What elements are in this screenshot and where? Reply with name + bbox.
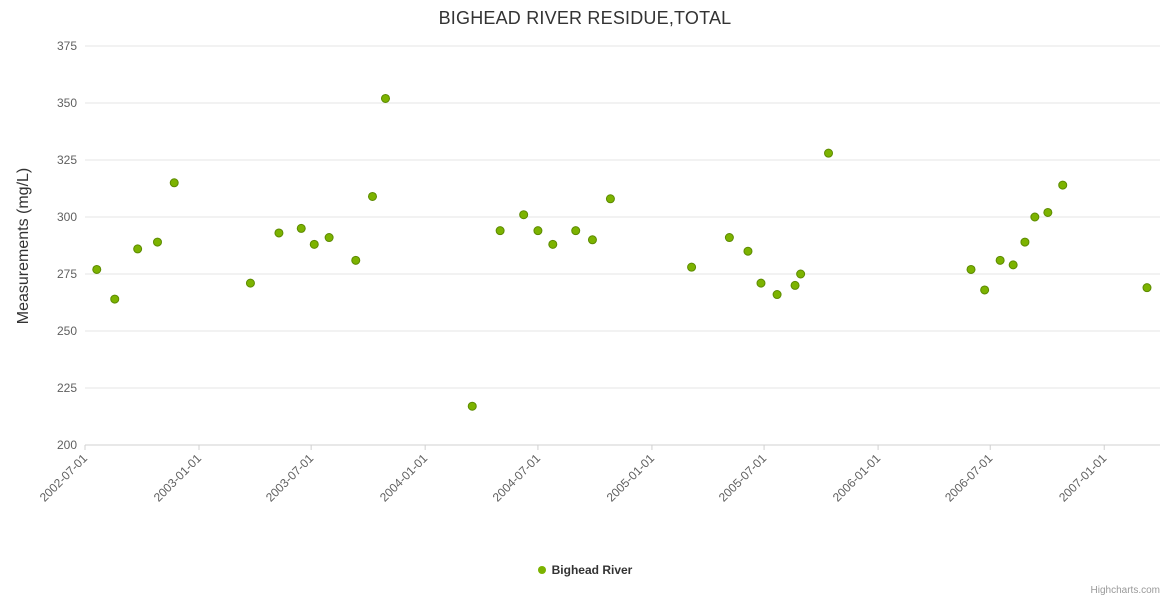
x-tick-label: 2003-07-01 [263, 451, 317, 505]
data-point[interactable] [605, 194, 615, 204]
data-point[interactable] [92, 264, 102, 274]
x-tick-label: 2005-07-01 [716, 451, 770, 505]
data-point[interactable] [381, 93, 391, 103]
data-point[interactable] [587, 235, 597, 245]
chart-title: BIGHEAD RIVER RESIDUE,TOTAL [438, 8, 732, 28]
data-point[interactable] [324, 233, 334, 243]
legend-item[interactable]: Bighead River [0, 563, 1170, 577]
data-point[interactable] [743, 246, 753, 256]
y-tick-label: 225 [57, 381, 77, 395]
y-tick-label: 275 [57, 267, 77, 281]
x-tick-label: 2003-01-01 [151, 451, 205, 505]
data-point[interactable] [169, 178, 179, 188]
data-point[interactable] [571, 226, 581, 236]
data-point[interactable] [772, 290, 782, 300]
data-point[interactable] [467, 401, 477, 411]
data-point[interactable] [1058, 180, 1068, 190]
data-point[interactable] [519, 210, 529, 220]
data-point[interactable] [110, 294, 120, 304]
x-tick-label: 2005-01-01 [604, 451, 658, 505]
x-tick-label: 2002-07-01 [37, 451, 91, 505]
data-point[interactable] [495, 226, 505, 236]
data-point[interactable] [824, 148, 834, 158]
y-axis-title: Measurements (mg/L) [15, 168, 32, 325]
data-point[interactable] [966, 264, 976, 274]
highcharts-credit[interactable]: Highcharts.com [1090, 585, 1160, 596]
legend-marker-icon [537, 566, 546, 574]
x-tick-label: 2006-01-01 [830, 451, 884, 505]
data-point[interactable] [995, 255, 1005, 265]
data-point[interactable] [367, 191, 377, 201]
legend-label: Bighead River [551, 563, 633, 577]
y-tick-label: 250 [57, 324, 77, 338]
data-point[interactable] [687, 262, 697, 272]
y-tick-label: 200 [57, 438, 77, 452]
data-point[interactable] [1020, 237, 1030, 247]
data-point[interactable] [724, 233, 734, 243]
data-point[interactable] [790, 280, 800, 290]
data-point[interactable] [533, 226, 543, 236]
data-point[interactable] [351, 255, 361, 265]
x-tick-label: 2006-07-01 [942, 451, 996, 505]
x-tick-label: 2004-07-01 [490, 451, 544, 505]
y-tick-label: 375 [57, 39, 77, 53]
data-point[interactable] [1043, 207, 1053, 217]
y-tick-label: 325 [57, 153, 77, 167]
data-point[interactable] [245, 278, 255, 288]
data-point[interactable] [756, 278, 766, 288]
data-point[interactable] [548, 239, 558, 249]
plot-area: Measurements (mg/L) 200 225 250 275 300 325 35… [15, 39, 1160, 505]
data-point[interactable] [796, 269, 806, 279]
data-point[interactable] [980, 285, 990, 295]
data-point[interactable] [309, 239, 319, 249]
data-point[interactable] [1030, 212, 1040, 222]
data-point[interactable] [133, 244, 143, 254]
data-point[interactable] [1008, 260, 1018, 270]
data-point[interactable] [274, 228, 284, 238]
x-tick-label: 2004-01-01 [377, 451, 431, 505]
data-point[interactable] [152, 237, 162, 247]
data-point[interactable] [1142, 283, 1152, 293]
data-point[interactable] [296, 223, 306, 233]
y-tick-label: 300 [57, 210, 77, 224]
y-tick-label: 350 [57, 96, 77, 110]
x-tick-label: 2007-01-01 [1056, 451, 1110, 505]
